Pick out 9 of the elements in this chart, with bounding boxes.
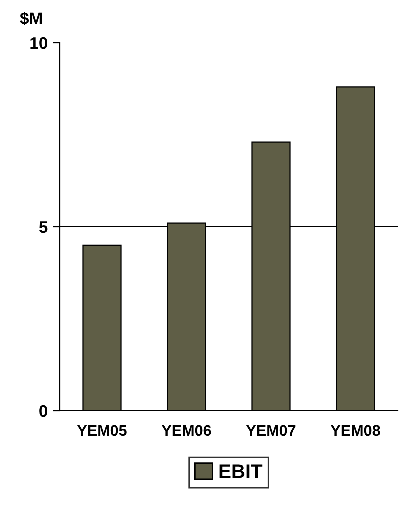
y-tick-label: 10	[30, 37, 48, 50]
y-tick-label: 5	[39, 222, 48, 234]
x-tick-label: YEM08	[330, 425, 380, 436]
y-tick-label: 0	[40, 405, 48, 418]
y-axis-title: $M	[20, 12, 42, 26]
x-tick-label: YEM06	[162, 425, 212, 436]
x-tick-label: YEM05	[77, 425, 127, 436]
x-tick-label: YEM07	[246, 425, 296, 436]
legend-label: EBIT	[220, 464, 263, 478]
